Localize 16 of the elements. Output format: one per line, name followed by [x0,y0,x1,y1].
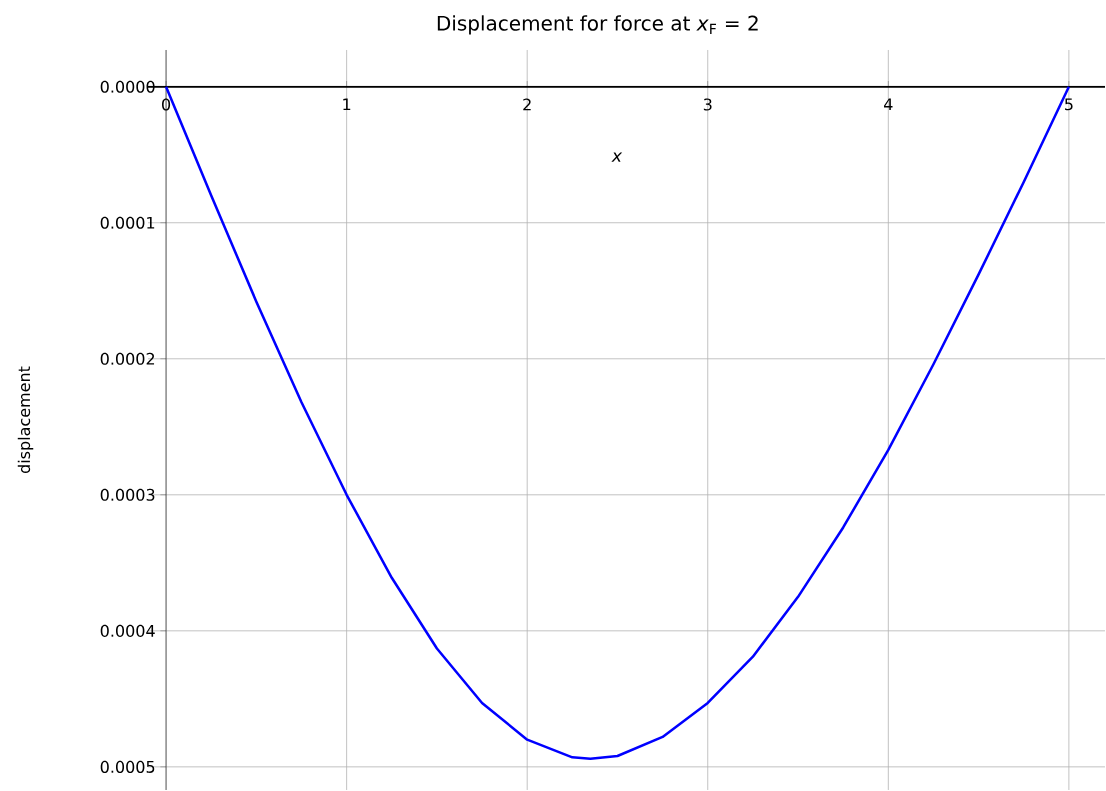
line-series [164,85,1071,760]
x-axis-title: x [611,152,623,162]
y-axis-title: displacement [17,366,34,474]
y-tick-label: 0.0003 [100,488,155,501]
y-tick-label: 0.0001 [100,216,155,229]
chart-title: Displacement for force at x$_{F}$ = 2 [437,15,758,35]
x-tick-label: 1 [343,98,351,111]
x-tick-label: 4 [884,98,893,111]
x-tick-label: 2 [523,98,531,111]
x-tick-label: 5 [1065,98,1073,111]
x-tick-label: 3 [703,98,712,111]
y-tick-label: 0.0005 [100,760,155,773]
x-tick-label: 0 [162,98,171,111]
y-tick-label: 0.0002 [100,352,155,365]
y-tick-label: 0.0004 [100,624,155,637]
y-tick-label: 0.0000 [100,80,155,93]
